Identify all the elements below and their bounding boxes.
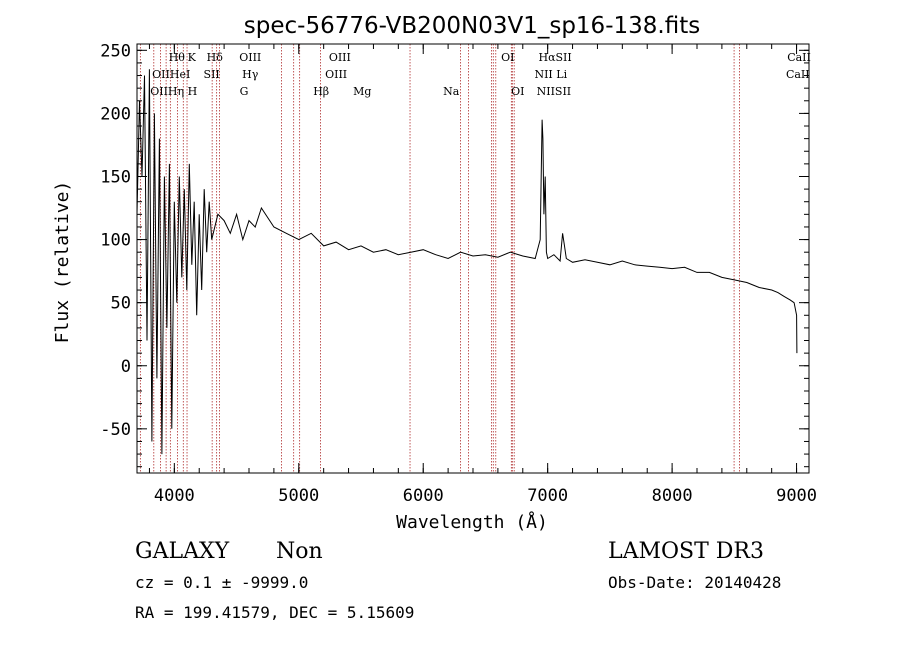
line-label-0: Hθ	[169, 51, 186, 64]
ra-dec-text: RA = 199.41579, DEC = 5.15609	[135, 603, 415, 622]
chart-title: spec-56776-VB200N03V1_sp16-138.fits	[244, 13, 700, 39]
x-tick-label-4: 8000	[652, 486, 693, 506]
y-tick-label-0: -50	[100, 420, 131, 440]
y-axis-ticks: -50 0 50 100 150 200 250	[100, 41, 809, 468]
line-label-8: OIIHeI	[152, 68, 190, 81]
line-label-7: CaII	[787, 51, 811, 64]
emission-line-labels: Hθ K Hδ OIII OIII OI HαSII CaII OIIHeI SII Hγ OIII N…	[150, 51, 811, 98]
x-tick-label-0: 4000	[154, 486, 195, 506]
line-label-10: Hγ	[242, 68, 259, 81]
y-tick-label-6: 250	[100, 41, 131, 61]
object-class: GALAXY	[135, 539, 230, 564]
line-label-16: Hβ	[313, 85, 329, 98]
x-tick-label-2: 6000	[403, 486, 444, 506]
plot-frame	[136, 43, 810, 474]
line-label-19: OI	[511, 85, 524, 98]
line-label-4: OIII	[329, 51, 351, 64]
y-axis-label: Flux (relative)	[52, 181, 73, 344]
line-label-11: OIII	[325, 68, 347, 81]
x-axis-label: Wavelength (Å)	[396, 511, 548, 533]
obs-date-text: Obs-Date: 20140428	[608, 573, 782, 592]
redshift-text: cz = 0.1 ± -9999.0	[135, 573, 309, 592]
survey-label: LAMOST DR3	[608, 539, 764, 564]
x-tick-label-1: 5000	[278, 486, 319, 506]
x-axis-ticks: 4000 5000 6000 7000 8000 9000	[148, 44, 817, 506]
line-label-15: G	[240, 85, 249, 98]
line-label-18: Na	[443, 85, 460, 98]
y-tick-label-3: 100	[100, 231, 131, 251]
line-label-14: OIIHη H	[150, 85, 197, 98]
line-label-12: NII Li	[534, 68, 567, 81]
line-label-13: CaII	[786, 68, 810, 81]
object-subclass: Non	[276, 539, 323, 564]
line-label-1: K	[188, 51, 197, 64]
y-tick-label-2: 50	[111, 294, 131, 314]
spectrum-chart: spec-56776-VB200N03V1_sp16-138.fits Hθ K H…	[52, 13, 817, 533]
line-label-6: HαSII	[539, 51, 572, 64]
line-label-2: Hδ	[207, 51, 224, 64]
line-label-3: OIII	[239, 51, 261, 64]
y-tick-label-4: 150	[100, 167, 131, 187]
emission-line-markers	[139, 44, 740, 473]
line-label-20: NIISII	[537, 85, 572, 98]
y-tick-label-1: 0	[121, 357, 131, 377]
line-label-9: SII	[204, 68, 220, 81]
line-label-5: OI	[501, 51, 514, 64]
x-tick-label-3: 7000	[527, 486, 568, 506]
x-tick-label-5: 9000	[776, 486, 817, 506]
line-label-17: Mg	[353, 85, 371, 98]
flux-series-line	[136, 69, 798, 455]
y-tick-label-5: 200	[100, 104, 131, 124]
